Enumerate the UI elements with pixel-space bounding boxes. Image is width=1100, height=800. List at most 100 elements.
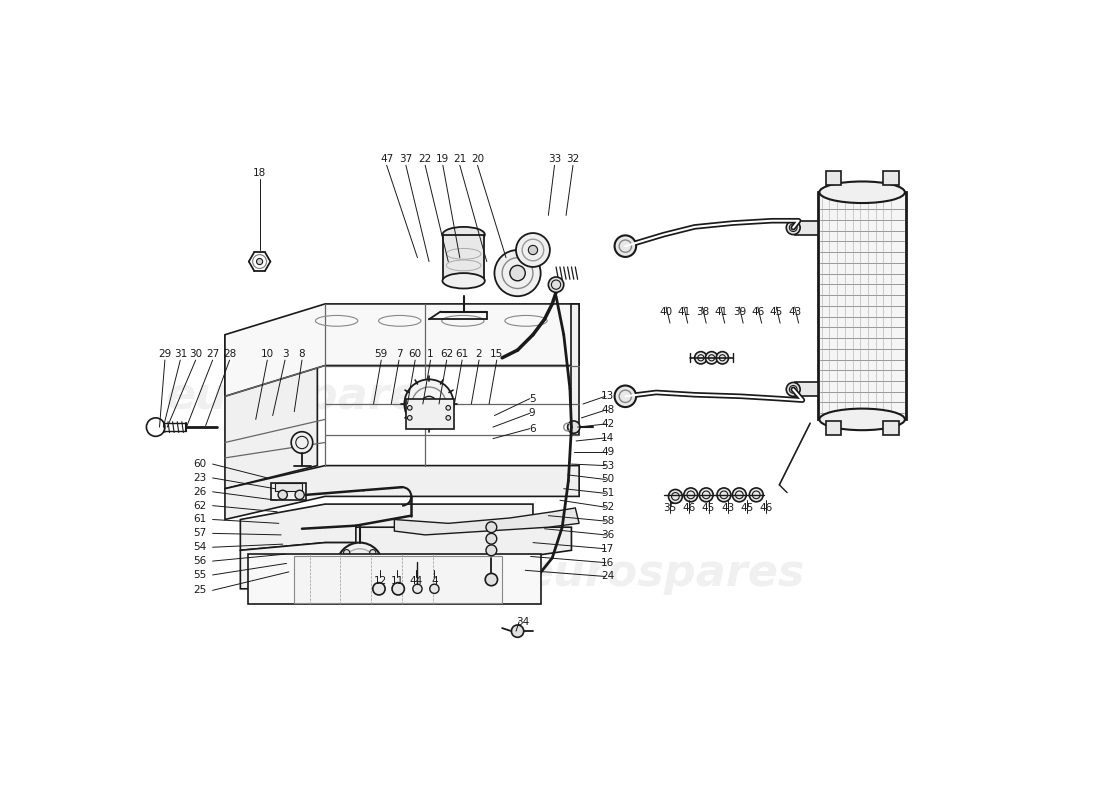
Bar [818, 192, 906, 419]
Circle shape [669, 490, 682, 503]
Text: 3: 3 [282, 349, 288, 359]
Text: 45: 45 [740, 503, 754, 513]
Bar [295, 557, 502, 602]
Text: 18: 18 [253, 168, 266, 178]
Text: 29: 29 [158, 349, 172, 359]
Circle shape [615, 235, 636, 257]
Text: 23: 23 [194, 473, 207, 483]
Text: 2: 2 [475, 349, 483, 359]
Circle shape [405, 379, 453, 429]
Text: 8: 8 [298, 349, 306, 359]
Polygon shape [224, 334, 318, 489]
Circle shape [407, 415, 412, 420]
Text: 13: 13 [601, 391, 614, 402]
Ellipse shape [442, 227, 485, 242]
Polygon shape [395, 508, 580, 535]
Text: 38: 38 [695, 306, 710, 317]
Text: 62: 62 [194, 501, 207, 510]
Circle shape [516, 233, 550, 267]
Text: 1: 1 [427, 349, 433, 359]
Circle shape [749, 488, 763, 502]
Circle shape [343, 576, 350, 582]
Text: 6: 6 [529, 424, 536, 434]
Ellipse shape [820, 409, 905, 430]
Circle shape [485, 574, 497, 586]
Text: 62: 62 [440, 349, 453, 359]
Circle shape [684, 488, 697, 502]
Text: 36: 36 [601, 530, 614, 540]
Text: 32: 32 [566, 154, 580, 164]
Bar [883, 421, 899, 435]
Bar [249, 554, 541, 604]
Text: 37: 37 [399, 154, 412, 164]
Text: 11: 11 [390, 576, 404, 586]
Text: 46: 46 [760, 503, 773, 513]
Text: 52: 52 [601, 502, 614, 512]
Text: 48: 48 [601, 405, 614, 415]
Bar [825, 170, 842, 185]
Text: 56: 56 [194, 556, 207, 566]
Bar [825, 421, 842, 435]
Circle shape [392, 582, 405, 595]
Text: 12: 12 [374, 576, 387, 586]
Circle shape [446, 406, 451, 410]
Text: 15: 15 [491, 349, 504, 359]
Text: 19: 19 [437, 154, 450, 164]
Circle shape [337, 542, 383, 589]
Bar [275, 483, 301, 491]
Text: 53: 53 [601, 461, 614, 470]
Circle shape [509, 266, 526, 281]
Ellipse shape [442, 273, 485, 289]
Text: 46: 46 [683, 503, 696, 513]
Bar [794, 382, 818, 396]
Circle shape [786, 382, 800, 396]
Circle shape [373, 582, 385, 595]
Circle shape [370, 576, 376, 582]
Text: 41: 41 [714, 306, 727, 317]
Text: eurospares: eurospares [165, 374, 447, 418]
Text: 45: 45 [702, 503, 715, 513]
Text: 5: 5 [529, 394, 536, 404]
Polygon shape [224, 304, 580, 396]
Circle shape [733, 488, 746, 502]
Polygon shape [224, 466, 580, 519]
Text: 46: 46 [751, 306, 764, 317]
Text: 4: 4 [431, 576, 438, 586]
Text: 45: 45 [770, 306, 783, 317]
Bar [271, 483, 306, 500]
Text: 60: 60 [408, 349, 421, 359]
Circle shape [370, 550, 376, 556]
Polygon shape [241, 504, 534, 550]
Circle shape [292, 432, 312, 454]
Circle shape [705, 352, 717, 364]
Text: 43: 43 [722, 503, 735, 513]
Text: 49: 49 [601, 446, 614, 457]
Circle shape [494, 250, 541, 296]
Circle shape [716, 352, 728, 364]
Text: 51: 51 [601, 488, 614, 498]
Circle shape [256, 258, 263, 265]
Circle shape [700, 488, 713, 502]
Text: 40: 40 [660, 306, 673, 317]
Text: 43: 43 [788, 306, 802, 317]
Bar [406, 399, 453, 429]
Circle shape [146, 418, 165, 436]
Circle shape [717, 488, 730, 502]
Circle shape [548, 277, 563, 292]
Circle shape [412, 584, 422, 594]
Text: 59: 59 [375, 349, 388, 359]
Text: 26: 26 [194, 486, 207, 497]
Text: 7: 7 [396, 349, 403, 359]
Text: 41: 41 [678, 306, 691, 317]
Text: 47: 47 [379, 154, 394, 164]
Text: 21: 21 [453, 154, 466, 164]
Ellipse shape [820, 182, 905, 203]
Text: 35: 35 [663, 503, 676, 513]
Text: 14: 14 [601, 433, 614, 443]
Bar [443, 234, 484, 281]
Text: 22: 22 [418, 154, 432, 164]
Circle shape [351, 557, 369, 575]
Text: 27: 27 [206, 349, 219, 359]
Text: 61: 61 [455, 349, 469, 359]
Circle shape [695, 352, 707, 364]
